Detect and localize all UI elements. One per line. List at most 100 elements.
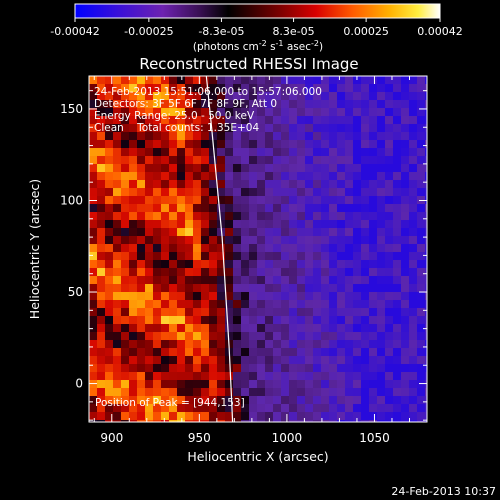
heatmap-cell	[321, 388, 329, 396]
heatmap-cell	[249, 196, 257, 204]
heatmap-cell	[289, 188, 297, 196]
heatmap-cell	[97, 324, 105, 332]
heatmap-cell	[201, 268, 209, 276]
heatmap-cell	[321, 380, 329, 388]
heatmap-cell	[321, 300, 329, 308]
heatmap-cell	[145, 156, 153, 164]
heatmap-cell	[353, 260, 361, 268]
heatmap-cell	[337, 340, 345, 348]
heatmap-cell	[241, 148, 249, 156]
heatmap-cell	[425, 268, 427, 276]
heatmap-cell	[353, 236, 361, 244]
heatmap-cell	[225, 116, 233, 124]
heatmap-cell	[329, 268, 337, 276]
heatmap-cell	[137, 244, 145, 252]
heatmap-cell	[281, 220, 289, 228]
heatmap-cell	[257, 252, 265, 260]
heatmap-cell	[281, 404, 289, 412]
heatmap-cell	[425, 404, 427, 412]
heatmap-cell	[257, 316, 265, 324]
heatmap-cell	[201, 364, 209, 372]
heatmap-cell	[193, 284, 201, 292]
heatmap-cell	[97, 188, 105, 196]
heatmap-cell	[233, 380, 241, 388]
heatmap-cell	[185, 404, 193, 412]
heatmap-cell	[281, 100, 289, 108]
heatmap-cell	[153, 380, 161, 388]
heatmap-cell	[329, 92, 337, 100]
heatmap-cell	[177, 340, 185, 348]
heatmap-cell	[153, 284, 161, 292]
heatmap-cell	[153, 356, 161, 364]
heatmap-cell	[289, 204, 297, 212]
heatmap-cell	[233, 404, 241, 412]
heatmap-cell	[217, 268, 225, 276]
heatmap-cell	[345, 140, 353, 148]
heatmap-cell	[353, 92, 361, 100]
heatmap-cell	[193, 188, 201, 196]
heatmap-cell	[289, 180, 297, 188]
heatmap-cell	[217, 380, 225, 388]
heatmap-cell	[209, 396, 217, 404]
heatmap-cell	[313, 100, 321, 108]
heatmap-cell	[233, 292, 241, 300]
heatmap-cell	[265, 140, 273, 148]
heatmap-cell	[217, 76, 225, 84]
heatmap-cell	[217, 292, 225, 300]
heatmap-cell	[353, 108, 361, 116]
heatmap-cell	[409, 164, 417, 172]
heatmap-cell	[153, 76, 161, 84]
heatmap-cell	[233, 300, 241, 308]
heatmap-cell	[201, 172, 209, 180]
heatmap-cell	[289, 348, 297, 356]
heatmap-cell	[329, 228, 337, 236]
heatmap-cell	[217, 212, 225, 220]
heatmap-cell	[321, 84, 329, 92]
heatmap-cell	[297, 212, 305, 220]
heatmap-cell	[401, 372, 409, 380]
heatmap-cell	[257, 268, 265, 276]
heatmap-cell	[105, 404, 113, 412]
heatmap-cell	[225, 212, 233, 220]
heatmap-cell	[265, 196, 273, 204]
heatmap-cell	[241, 212, 249, 220]
heatmap-cell	[345, 164, 353, 172]
heatmap-cell	[113, 116, 121, 124]
heatmap-cell	[353, 180, 361, 188]
heatmap-cell	[265, 372, 273, 380]
heatmap-cell	[145, 204, 153, 212]
heatmap-cell	[185, 356, 193, 364]
heatmap-cell	[289, 92, 297, 100]
heatmap-cell	[129, 140, 137, 148]
x-tick-label: 1050	[359, 431, 390, 445]
heatmap-cell	[409, 380, 417, 388]
heatmap-cell	[401, 340, 409, 348]
heatmap-cell	[89, 300, 97, 308]
heatmap-cell	[241, 396, 249, 404]
heatmap-cell	[193, 388, 201, 396]
heatmap-cell	[97, 268, 105, 276]
heatmap-cell	[153, 220, 161, 228]
heatmap-cell	[305, 308, 313, 316]
heatmap-cell	[129, 292, 137, 300]
heatmap-cell	[113, 260, 121, 268]
heatmap-cell	[185, 196, 193, 204]
heatmap-cell	[97, 412, 105, 420]
heatmap-cell	[193, 412, 201, 420]
heatmap-cell	[105, 300, 113, 308]
heatmap-cell	[225, 276, 233, 284]
heatmap-cell	[145, 324, 153, 332]
heatmap-cell	[329, 388, 337, 396]
heatmap-cell	[393, 124, 401, 132]
heatmap-cell	[97, 140, 105, 148]
heatmap-cell	[209, 108, 217, 116]
heatmap-cell	[145, 292, 153, 300]
heatmap-cell	[337, 140, 345, 148]
heatmap-cell	[265, 172, 273, 180]
heatmap-cell	[177, 196, 185, 204]
heatmap-cell	[297, 412, 305, 420]
heatmap-cell	[89, 228, 97, 236]
heatmap-cell	[289, 260, 297, 268]
heatmap-cell	[353, 124, 361, 132]
heatmap-cell	[137, 276, 145, 284]
